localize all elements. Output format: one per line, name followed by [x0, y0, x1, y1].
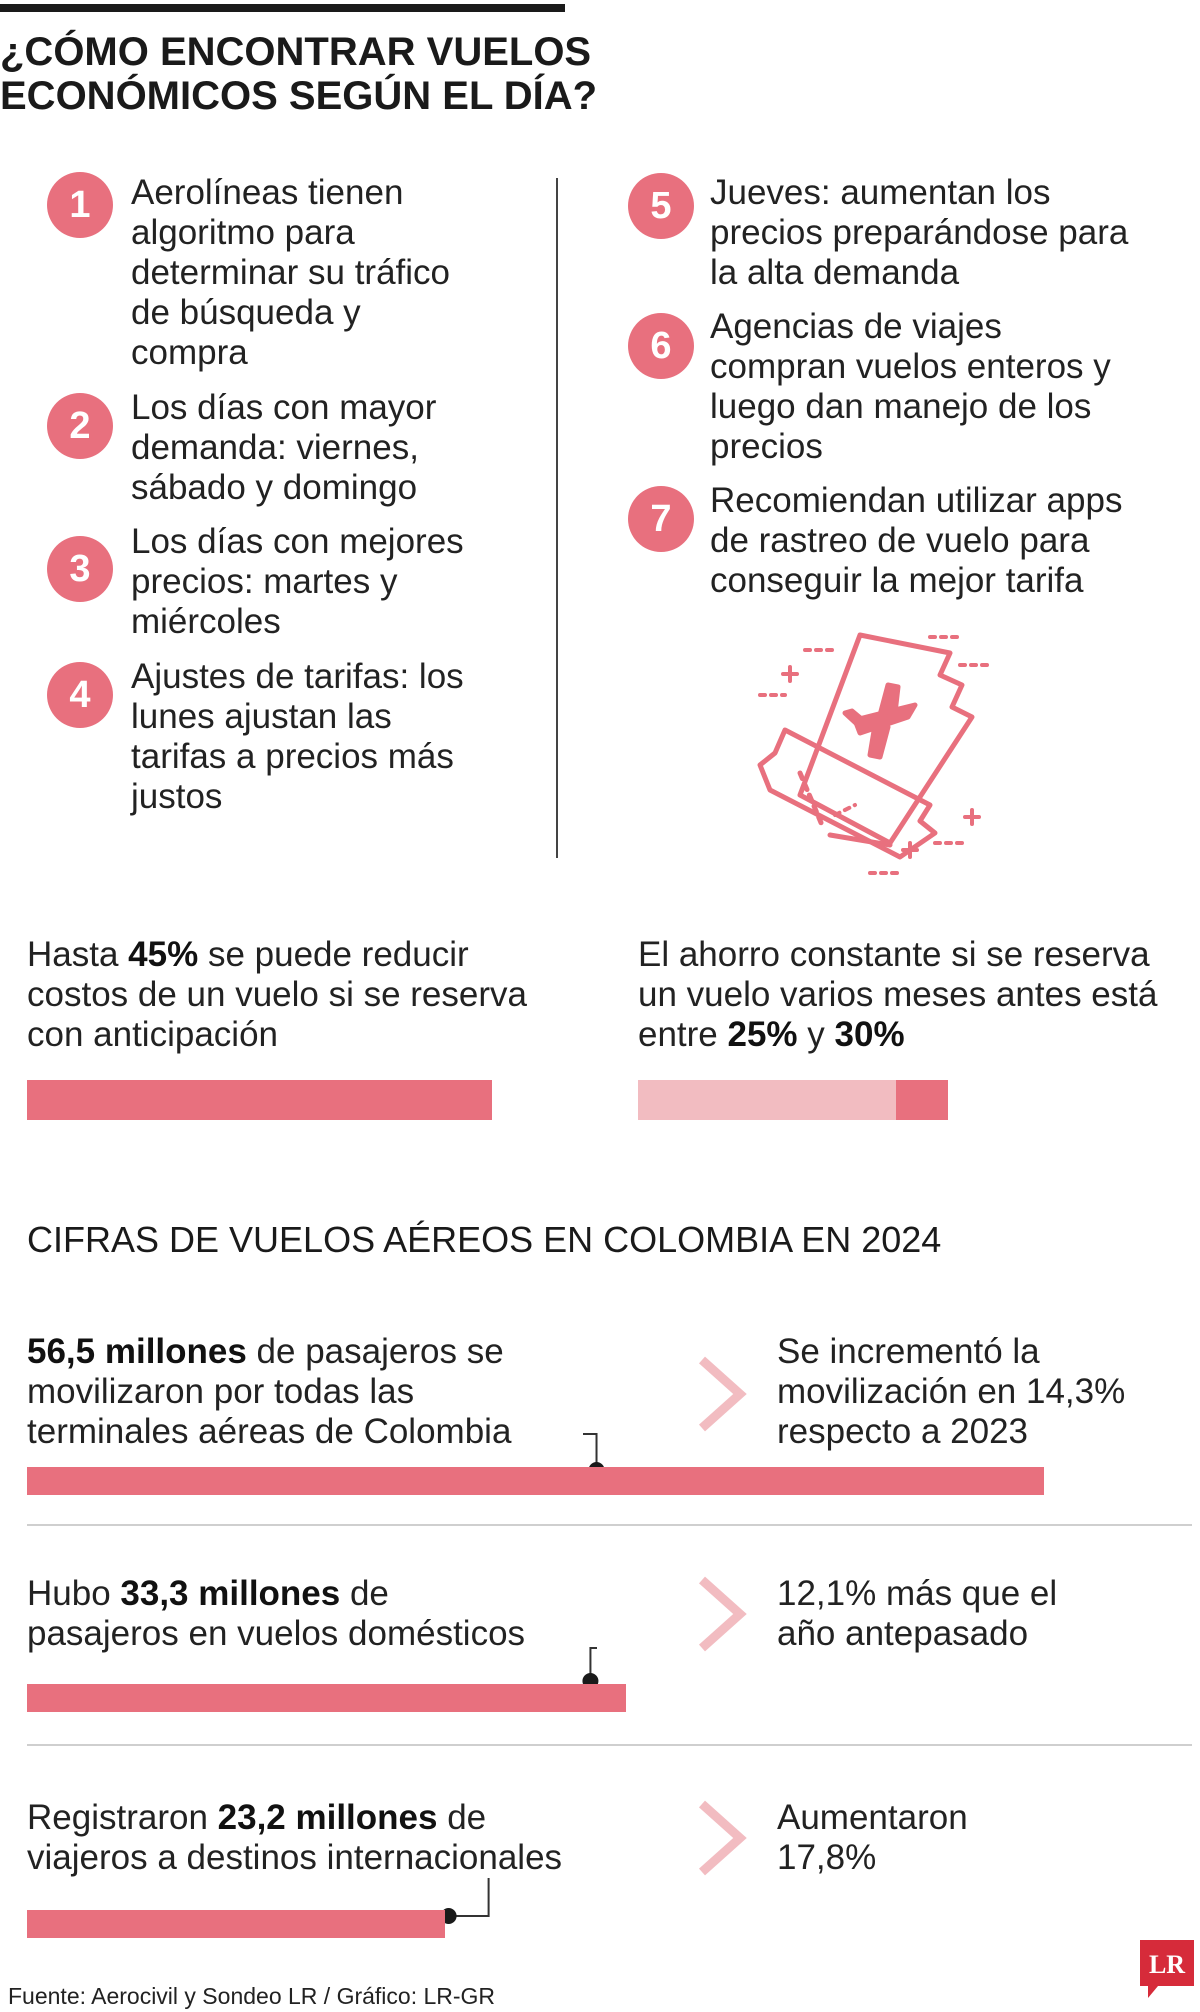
leader-line: [589, 1647, 597, 1681]
tip-number-badge: 6: [628, 313, 694, 379]
passengers-international-bar: [27, 1910, 445, 1938]
bar-end-marker: [582, 1647, 599, 1689]
tip-text: Recomiendan utilizar apps de rastreo de v…: [710, 481, 1123, 600]
leader-line: [583, 1433, 598, 1470]
tip-text: Los días con mayor demanda: viernes, sábad…: [131, 388, 437, 507]
top-rule: [0, 4, 565, 12]
savings-45-bar: [27, 1080, 492, 1120]
column-divider: [556, 178, 558, 858]
tip-number-badge: 7: [628, 486, 694, 552]
tip-text: Agencias de viajes compran vuelos enteros…: [710, 307, 1111, 466]
chevron-right-icon: [698, 1800, 747, 1876]
row-divider: [27, 1744, 1192, 1746]
tip-text: Aerolíneas tienen algoritmo para determina…: [131, 173, 451, 372]
figure-2-text: Hubo 33,3 millones de pasajeros en vuelo…: [27, 1574, 526, 1653]
page-title: ¿CÓMO ENCONTRAR VUELOS ECONÓMICOS SEGÚN …: [0, 30, 598, 118]
bar-end-marker: [440, 1878, 490, 1924]
savings-left-text: Hasta 45% se puede reducir costos de un …: [27, 935, 527, 1054]
passengers-total-bar: [27, 1467, 1044, 1495]
leader-line: [448, 1878, 490, 1917]
figure-1-text: 56,5 millones de pasajeros se movilizaro…: [27, 1332, 512, 1451]
savings-right-text: El ahorro constante si se reserva un vue…: [638, 935, 1158, 1054]
chevron-right-icon: [698, 1576, 747, 1652]
lr-logo-icon: LR: [1140, 1940, 1194, 1998]
chevron-right-icon: [698, 1356, 747, 1432]
tip-text: Los días con mejores precios: martes y mié…: [131, 522, 464, 641]
tip-number-badge: 2: [47, 393, 113, 459]
savings-30-bar-extension: [896, 1080, 948, 1120]
savings-25-bar: [638, 1080, 897, 1120]
tip-text: Jueves: aumentan los precios preparándose…: [710, 173, 1129, 292]
row-divider: [27, 1524, 1192, 1526]
figure-3-text: Registraron 23,2 millones de viajeros a …: [27, 1798, 563, 1877]
tip-number-badge: 5: [628, 173, 694, 239]
tip-text: Ajustes de tarifas: los lunes ajustan las…: [131, 657, 464, 816]
tip-number-badge: 3: [47, 536, 113, 602]
plane-ticket-icon: [757, 632, 990, 875]
source-credit: Fuente: Aerocivil y Sondeo LR / Gráfico:…: [8, 1983, 496, 2009]
tip-number-badge: 4: [47, 662, 113, 728]
figure-2-side-text: 12,1% más que el año antepasado: [777, 1574, 1058, 1653]
passengers-domestic-bar: [27, 1684, 627, 1712]
figure-1-side-text: Se incrementó la movilización en 14,3% r…: [777, 1332, 1126, 1451]
leader-dot: [440, 1908, 457, 1924]
section-title: CIFRAS DE VUELOS AÉREOS EN COLOMBIA EN 2…: [27, 1219, 942, 1260]
tip-number-badge: 1: [47, 172, 113, 238]
figure-3-side-text: Aumentaron 17,8%: [777, 1798, 968, 1877]
svg-text:LR: LR: [1149, 1950, 1185, 1979]
